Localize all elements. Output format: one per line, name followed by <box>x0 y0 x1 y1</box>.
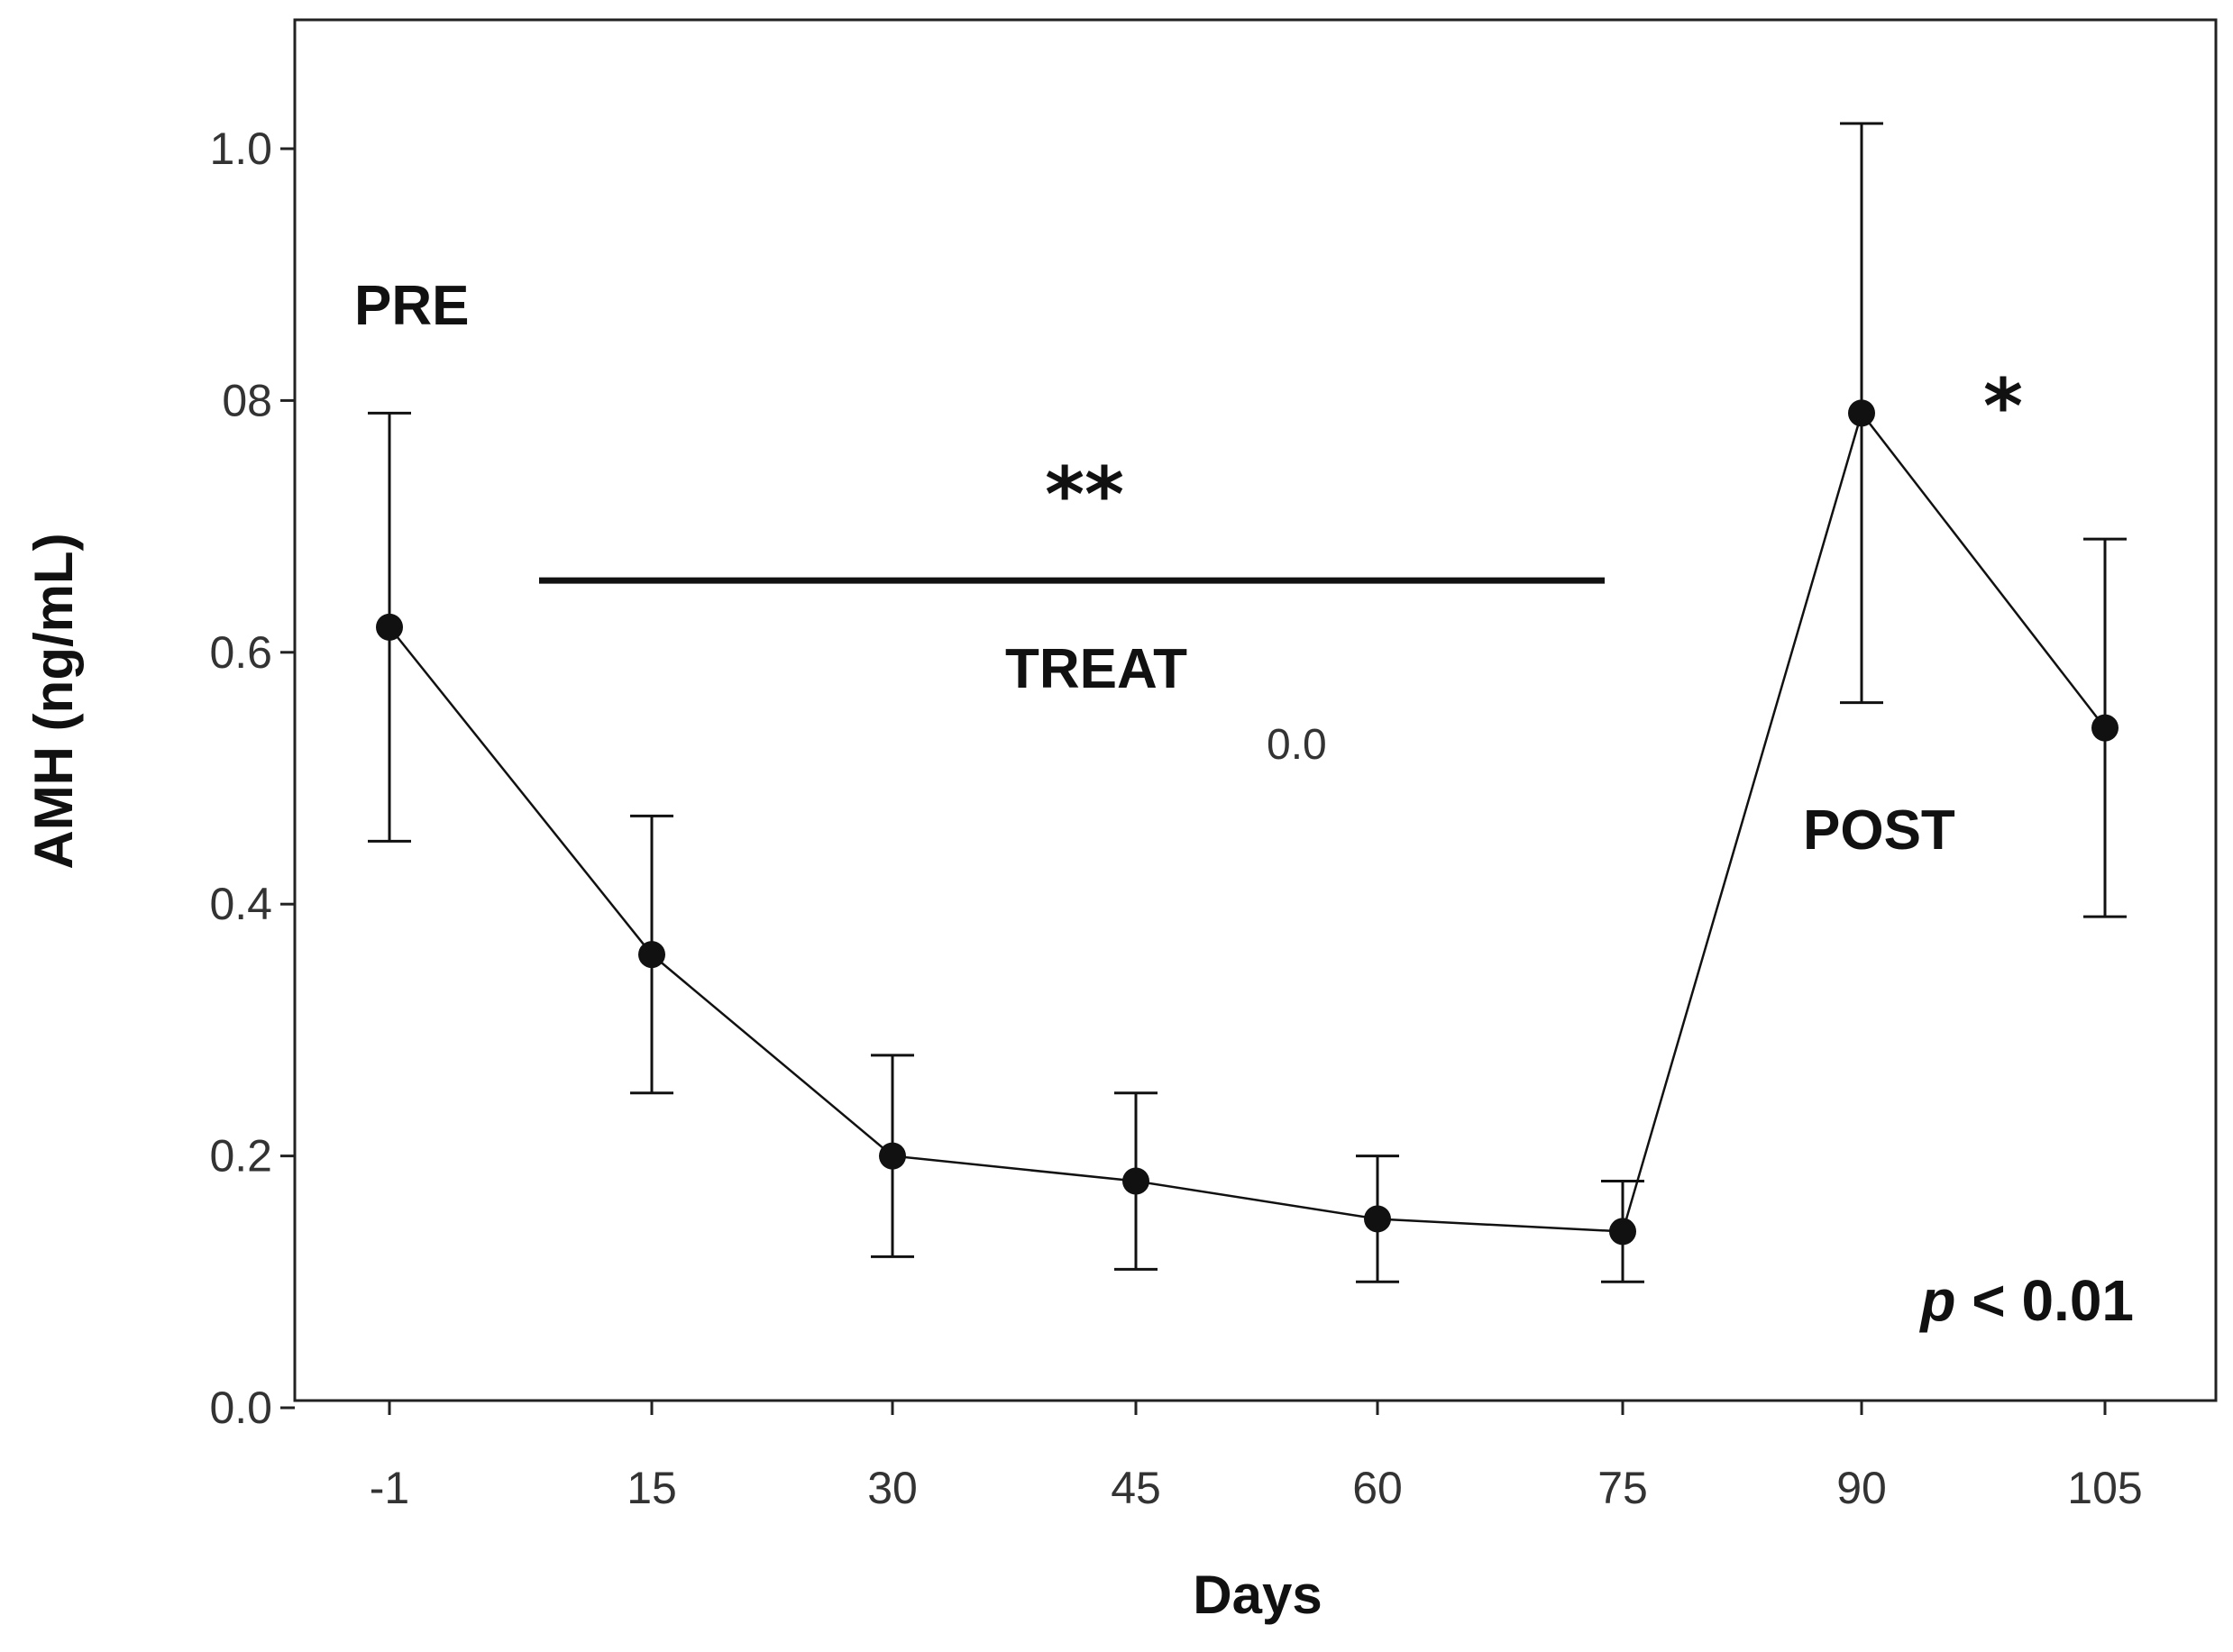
y-tick-label: 0.2 <box>209 1131 272 1182</box>
x-tick-label: 105 <box>2067 1463 2142 1513</box>
y-tick-label: 08 <box>222 375 272 425</box>
x-tick-label: 15 <box>627 1463 677 1513</box>
data-point <box>1609 1218 1636 1246</box>
x-tick-label: -1 <box>370 1463 409 1513</box>
p-value-symbol: p <box>1918 1268 1955 1333</box>
data-point <box>2091 714 2119 742</box>
data-points <box>376 399 2119 1246</box>
p-value-label: p < 0.01 <box>1918 1268 2134 1333</box>
treat-significance-stars: ** <box>1045 451 1124 539</box>
y-tick-label: 1.0 <box>209 123 272 174</box>
x-tick-label: 75 <box>1597 1463 1648 1513</box>
treat-label: TREAT <box>1005 638 1187 700</box>
data-point <box>376 613 403 641</box>
data-point <box>638 941 665 969</box>
x-tick-label: 30 <box>867 1463 918 1513</box>
stray-zero-label: 0.0 <box>1267 721 1327 769</box>
y-tick-label: 0.0 <box>209 1383 272 1433</box>
data-point <box>1122 1167 1149 1195</box>
p-value-threshold: < 0.01 <box>1956 1268 2135 1333</box>
data-point <box>879 1142 906 1170</box>
y-axis-ticks: 0.0 0.2 0.4 0.6 08 1.0 <box>209 123 295 1433</box>
post-label: POST <box>1803 799 1955 862</box>
y-tick-label: 0.6 <box>209 627 272 678</box>
post-significance-star: * <box>1983 362 2023 451</box>
plot-frame <box>293 18 2218 1402</box>
error-bars <box>368 122 2127 1283</box>
x-tick-label: 60 <box>1352 1463 1403 1513</box>
x-tick-label: 90 <box>1836 1463 1887 1513</box>
y-axis-title: AMH (ng/mL) <box>23 533 84 869</box>
x-tick-label: 45 <box>1111 1463 1161 1513</box>
series-line-amh <box>389 410 2106 1233</box>
data-point <box>1364 1205 1391 1233</box>
x-axis-title: Days <box>1193 1565 1322 1625</box>
y-tick-label: 0.4 <box>209 879 272 929</box>
x-axis-ticks: -1 15 30 45 60 75 90 105 <box>370 1401 2143 1513</box>
data-point <box>1848 399 1875 427</box>
pre-label: PRE <box>354 275 469 337</box>
